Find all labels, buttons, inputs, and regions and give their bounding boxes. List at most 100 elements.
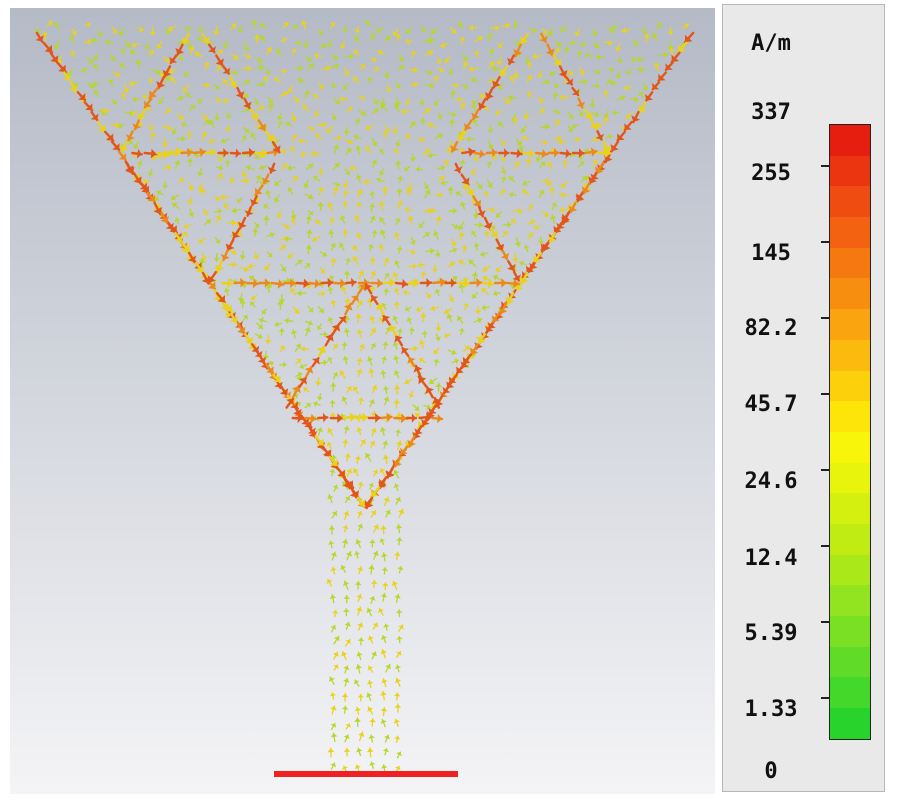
current-arrow-head xyxy=(333,664,339,670)
current-arrow-head xyxy=(411,413,416,423)
current-arrow-head xyxy=(561,216,570,224)
current-arrow-head xyxy=(352,245,358,250)
current-arrow-head xyxy=(435,216,442,221)
current-arrow-head xyxy=(424,148,430,155)
current-arrow-head xyxy=(341,229,349,234)
current-arrow-head xyxy=(383,397,390,402)
current-arrow-head xyxy=(254,187,263,195)
color-scale-segment xyxy=(830,309,870,340)
current-arrow-head xyxy=(290,214,297,220)
current-arrow-head xyxy=(545,79,550,86)
current-arrow-head xyxy=(69,51,77,56)
current-arrow-head xyxy=(330,567,337,572)
current-arrow-head xyxy=(393,288,400,293)
current-arrow-head xyxy=(543,211,548,217)
current-arrow-head xyxy=(568,70,574,76)
current-arrow-head xyxy=(554,119,561,125)
current-arrow-head xyxy=(378,244,385,250)
current-arrow-head xyxy=(537,240,545,244)
current-arrow-head xyxy=(260,35,266,41)
current-arrow-head xyxy=(397,566,404,571)
current-arrow-head xyxy=(341,766,348,771)
current-arrow-head xyxy=(364,284,373,291)
current-arrow-head xyxy=(594,111,599,118)
current-arrow-head xyxy=(384,36,390,41)
current-arrow-head xyxy=(399,65,404,71)
current-arrow-head xyxy=(478,102,487,110)
current-arrow-head xyxy=(637,66,642,73)
current-arrow-head xyxy=(354,118,362,123)
current-arrow-head xyxy=(163,57,170,63)
current-arrow-head xyxy=(251,345,260,352)
current-arrow-head xyxy=(491,65,497,72)
current-arrow-head xyxy=(259,64,265,71)
current-arrow-head xyxy=(405,378,410,385)
current-arrow-head xyxy=(329,412,337,417)
current-arrow-head xyxy=(405,206,410,213)
current-arrow-head xyxy=(671,54,680,63)
current-arrow-head xyxy=(300,150,305,158)
current-arrow-head xyxy=(615,46,622,52)
current-arrow-head xyxy=(394,766,401,771)
current-arrow-head xyxy=(602,145,611,153)
current-arrow-head xyxy=(385,87,392,92)
current-arrow-head xyxy=(297,77,303,84)
current-arrow-head xyxy=(228,80,238,87)
current-arrow-head xyxy=(185,25,190,32)
current-arrow-head xyxy=(394,104,401,109)
current-arrow-head xyxy=(224,304,232,312)
current-arrow-head xyxy=(106,133,114,141)
current-arrow-head xyxy=(495,24,500,32)
current-arrow-head xyxy=(497,84,504,90)
current-arrow-head xyxy=(459,259,464,265)
current-arrow-head xyxy=(244,79,250,86)
current-arrow-head xyxy=(142,178,147,185)
current-arrow-head xyxy=(259,317,264,324)
current-arrow-head xyxy=(264,278,270,288)
current-arrow-head xyxy=(380,764,388,769)
current-arrow-head xyxy=(473,50,480,54)
current-arrow-head xyxy=(435,327,442,332)
current-arrow-head xyxy=(306,229,313,234)
current-arrow-head xyxy=(428,36,433,44)
current-arrow-head xyxy=(333,144,340,150)
current-arrow-head xyxy=(215,97,221,103)
current-arrow-head xyxy=(166,124,172,131)
current-arrow-head xyxy=(458,232,465,236)
current-arrow-head xyxy=(319,268,326,274)
current-arrow-head xyxy=(353,551,361,556)
current-arrow-head xyxy=(393,719,400,724)
current-arrow-head xyxy=(326,127,333,133)
current-arrow-head xyxy=(243,101,252,109)
current-arrow-head xyxy=(442,386,451,394)
current-arrow-head xyxy=(683,23,689,29)
current-arrow-head xyxy=(640,30,648,34)
current-arrow-head xyxy=(330,84,337,88)
current-arrow-head xyxy=(186,45,194,49)
current-arrow-head xyxy=(327,541,335,545)
current-arrow-head xyxy=(224,128,232,132)
current-arrow-head xyxy=(486,33,494,38)
current-arrow-head xyxy=(201,276,211,284)
current-arrow-head xyxy=(408,327,416,332)
current-arrow-head xyxy=(332,372,339,378)
current-arrow-head xyxy=(485,325,494,332)
current-arrow-head xyxy=(356,358,363,363)
current-arrow-head xyxy=(462,356,471,365)
current-arrow-head xyxy=(265,285,272,289)
current-arrow-head xyxy=(369,33,376,38)
current-arrow-head xyxy=(355,539,362,545)
current-arrow-head xyxy=(187,255,197,263)
current-arrow-head xyxy=(381,567,389,572)
color-scale-segment xyxy=(830,431,870,463)
current-arrow-head xyxy=(394,218,401,223)
current-arrow-head xyxy=(372,470,379,475)
current-arrow-head xyxy=(409,157,417,162)
current-arrow-head xyxy=(295,344,302,350)
current-arrow-head xyxy=(223,288,231,293)
current-arrow-head xyxy=(472,119,479,124)
current-arrow-head xyxy=(78,93,86,100)
color-scale-segment xyxy=(830,339,870,371)
current-arrow-head xyxy=(637,56,642,63)
current-arrow-head xyxy=(477,336,486,344)
